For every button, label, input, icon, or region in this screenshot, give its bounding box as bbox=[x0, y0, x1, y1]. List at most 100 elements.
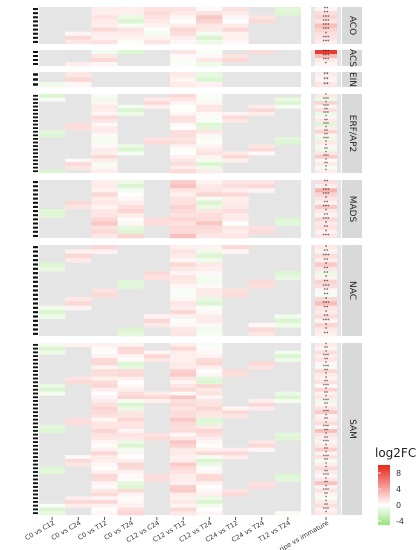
significance-label: *** bbox=[323, 409, 329, 414]
heat-cell bbox=[196, 391, 223, 396]
heat-cell bbox=[143, 318, 170, 324]
heat-cell bbox=[39, 94, 66, 98]
heat-cell bbox=[196, 429, 223, 434]
heat-cell bbox=[170, 108, 197, 113]
ripe-cell bbox=[315, 119, 337, 124]
panel-aco bbox=[33, 7, 301, 45]
ripe-cell bbox=[315, 115, 337, 120]
heat-cell bbox=[170, 137, 197, 141]
heat-cell bbox=[170, 11, 197, 16]
heat-cell bbox=[170, 292, 197, 298]
heat-cell bbox=[274, 318, 301, 324]
heat-cell bbox=[196, 50, 223, 55]
ripe-cell bbox=[315, 253, 337, 259]
row-tick bbox=[33, 98, 38, 101]
heat-cell bbox=[248, 361, 275, 366]
significance-label: *** bbox=[323, 18, 331, 24]
ripe-cell bbox=[315, 200, 337, 206]
heat-cell bbox=[170, 271, 197, 276]
heat-cell bbox=[248, 225, 275, 231]
row-tick bbox=[33, 433, 38, 436]
ripe-cell bbox=[315, 23, 337, 28]
significance-label: *** bbox=[323, 23, 331, 29]
heat-cell bbox=[170, 19, 197, 24]
ripe-cell bbox=[315, 485, 337, 490]
heat-cell bbox=[196, 458, 223, 463]
heat-cell bbox=[170, 122, 197, 127]
heat-cell bbox=[65, 158, 92, 163]
heat-cell bbox=[196, 119, 223, 124]
heat-cell bbox=[196, 372, 223, 377]
heat-cell bbox=[170, 213, 197, 218]
significance-label: * bbox=[325, 125, 327, 130]
heat-cell bbox=[117, 466, 144, 471]
heat-cell bbox=[196, 451, 223, 456]
ripe-cell bbox=[315, 350, 337, 355]
strip-background bbox=[342, 94, 362, 173]
row-tick bbox=[33, 201, 38, 204]
row-tick bbox=[33, 285, 38, 288]
significance-label: *** bbox=[322, 318, 330, 324]
significance-label: *** bbox=[323, 103, 329, 108]
heat-cell bbox=[117, 327, 144, 332]
heat-cell bbox=[196, 262, 223, 267]
heat-cell bbox=[196, 62, 223, 67]
row-tick bbox=[33, 306, 38, 309]
heat-cell bbox=[170, 372, 197, 377]
heat-cell bbox=[91, 488, 118, 493]
heat-cell bbox=[65, 503, 92, 508]
heat-cell bbox=[65, 165, 92, 170]
row-tick bbox=[33, 493, 38, 496]
heat-cell bbox=[274, 357, 301, 362]
heat-cell bbox=[248, 50, 275, 55]
heat-cell bbox=[91, 410, 118, 415]
heat-cell bbox=[91, 458, 118, 463]
heat-cell bbox=[196, 233, 223, 239]
row-tick bbox=[33, 12, 38, 15]
ripe-cell bbox=[315, 331, 337, 337]
heat-cell bbox=[222, 455, 249, 460]
heat-cell bbox=[196, 196, 223, 202]
heat-cell bbox=[196, 19, 223, 24]
heat-cell bbox=[170, 481, 197, 486]
heat-cell bbox=[91, 466, 118, 471]
ripe-cell bbox=[315, 399, 337, 404]
significance-label: ** bbox=[324, 305, 329, 311]
heat-cell bbox=[117, 496, 144, 501]
heat-cell bbox=[196, 188, 223, 193]
heat-cell bbox=[117, 27, 144, 32]
heat-cell bbox=[117, 432, 144, 437]
heat-cell bbox=[117, 440, 144, 445]
heat-cell bbox=[196, 217, 223, 222]
ripe-cell bbox=[315, 19, 337, 24]
heat-cell bbox=[196, 357, 223, 362]
heat-cell bbox=[39, 314, 66, 319]
heat-cell bbox=[170, 144, 197, 149]
heat-cell bbox=[196, 297, 223, 302]
heat-cell bbox=[170, 101, 197, 106]
heat-cell bbox=[196, 77, 223, 83]
heat-cell bbox=[170, 436, 197, 441]
heat-cell bbox=[222, 188, 249, 193]
ripe-cell bbox=[315, 406, 337, 411]
ripe-cell bbox=[315, 458, 337, 463]
ripe-cell bbox=[315, 184, 337, 189]
heat-cell bbox=[91, 391, 118, 396]
heat-cell bbox=[170, 7, 197, 12]
strip-background bbox=[342, 245, 362, 336]
heat-cell bbox=[65, 376, 92, 381]
heat-cell bbox=[274, 391, 301, 396]
ripe-cell bbox=[315, 279, 337, 285]
heat-cell bbox=[196, 327, 223, 332]
heat-cell bbox=[117, 511, 144, 516]
row-tick bbox=[33, 102, 38, 104]
significance-label: ** bbox=[324, 6, 329, 12]
heat-cell bbox=[117, 284, 144, 289]
heat-cell bbox=[170, 217, 197, 222]
significance-label: ** bbox=[324, 368, 328, 373]
heat-cell bbox=[91, 470, 118, 475]
significance-label: * bbox=[325, 275, 328, 281]
ripe-cell bbox=[315, 318, 337, 324]
heat-cell bbox=[196, 387, 223, 392]
row-tick bbox=[33, 467, 38, 470]
